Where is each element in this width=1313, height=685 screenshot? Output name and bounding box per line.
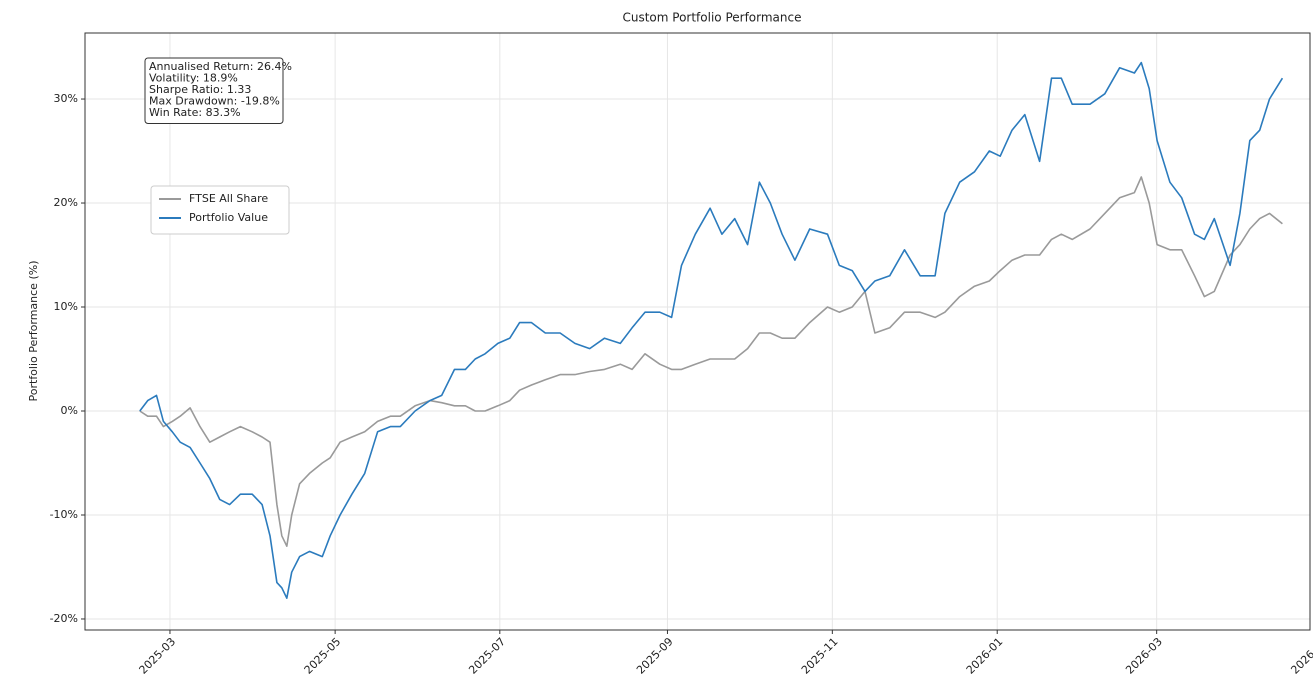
x-tick-label: 2025-11 <box>799 635 841 677</box>
x-tick-label: 2026-01 <box>964 635 1006 677</box>
x-tick-label: 2025-05 <box>302 635 344 677</box>
y-tick-label: 20% <box>54 196 78 209</box>
stats-text: Volatility: 18.9% <box>149 72 238 85</box>
stats-box-frame <box>144 57 284 124</box>
y-tick-label: -20% <box>50 612 78 625</box>
y-tick-label: 0% <box>61 404 78 417</box>
y-tick-label: -10% <box>50 508 78 521</box>
plot-frame <box>84 32 1311 631</box>
stats-box: Annualised Return: 26.4%Volatility: 18.9… <box>144 57 292 124</box>
legend: FTSE All Share Portfolio Value <box>150 185 290 235</box>
stats-text: Annualised Return: 26.4% <box>149 60 292 73</box>
legend-frame <box>150 185 290 235</box>
y-tick-label: 30% <box>54 92 78 105</box>
legend-label: Portfolio Value <box>189 211 268 224</box>
x-tick-label: 2026-03 <box>1123 635 1165 677</box>
y-axis-label: Portfolio Performance (%) <box>27 261 40 402</box>
x-tick-label: 2025-07 <box>466 635 508 677</box>
stats-text: Win Rate: 83.3% <box>149 106 241 119</box>
chart-title: Custom Portfolio Performance <box>622 11 801 25</box>
x-tick-label: 2026-05 <box>1288 635 1313 677</box>
x-tick-label: 2025-03 <box>137 635 179 677</box>
x-tick-label: 2025-09 <box>634 635 676 677</box>
legend-label: FTSE All Share <box>189 192 268 205</box>
stats-text: Max Drawdown: -19.8% <box>149 95 280 108</box>
stats-text: Sharpe Ratio: 1.33 <box>149 83 251 96</box>
y-tick-label: 10% <box>54 300 78 313</box>
series-line <box>139 61 1284 599</box>
series-line <box>139 176 1283 547</box>
